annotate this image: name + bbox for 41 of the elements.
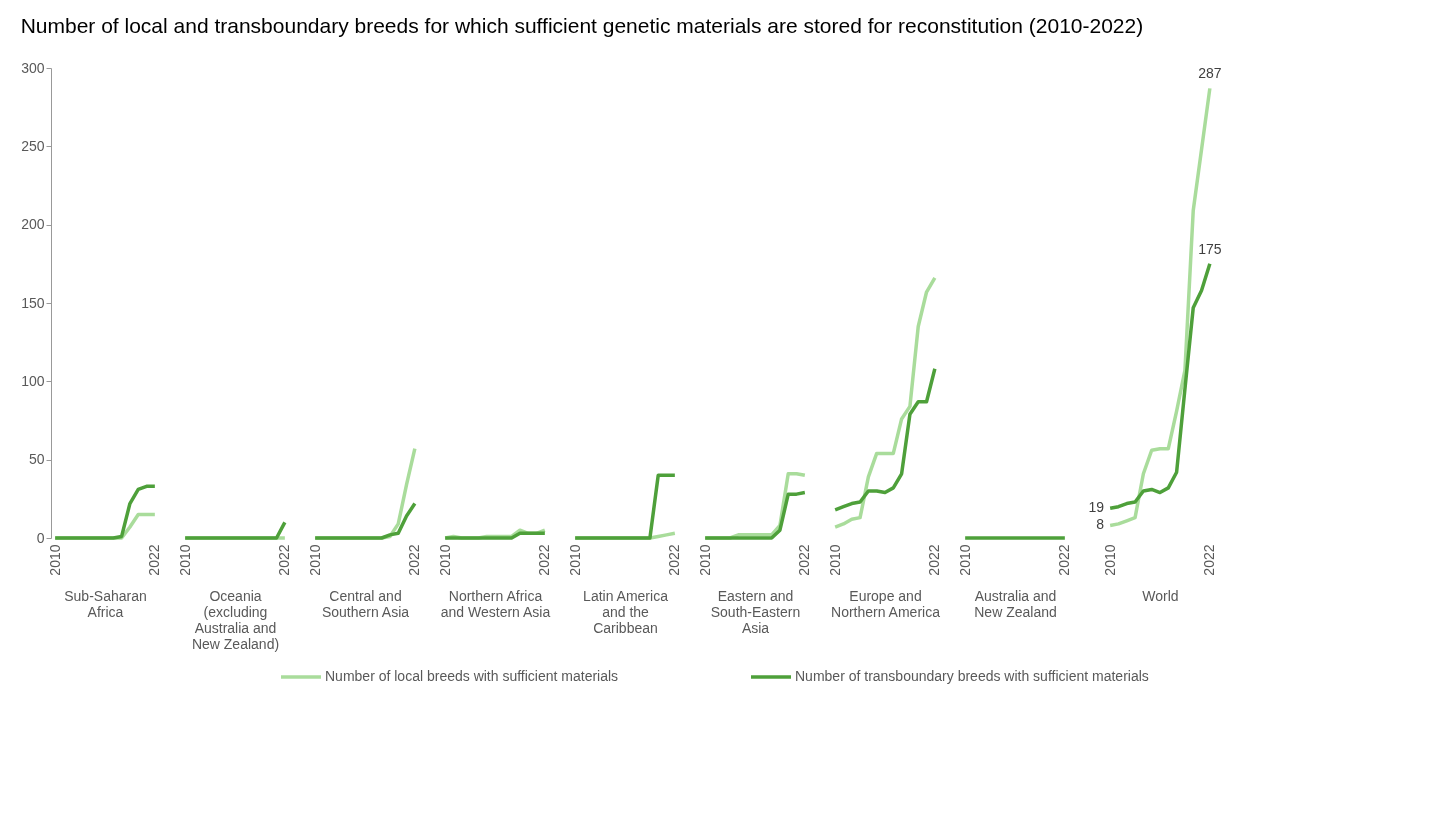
x-axis-title: Northern Africa and Western Asia <box>440 587 551 620</box>
x-axis-title: World <box>1142 587 1179 604</box>
x-tick-label: 2010 <box>436 544 453 576</box>
x-tick-label: 2010 <box>306 544 323 576</box>
legend-label: Number of local breeds with sufficient materials <box>325 668 619 684</box>
x-tick-label: 2010 <box>566 544 583 576</box>
x-axis-title: Australia and New Zealand <box>974 587 1057 620</box>
x-tick-label: 2022 <box>276 544 293 576</box>
x-tick-label: 2010 <box>956 544 973 576</box>
x-axis-title: Oceania (excluding Australia and New Zealand) <box>191 587 280 652</box>
x-tick-label: 2010 <box>696 544 713 576</box>
legend-label: Number of transboundary breeds with sufficient materials <box>795 668 1149 684</box>
x-tick-label: 2022 <box>536 544 553 576</box>
x-tick-label: 2022 <box>926 544 943 576</box>
y-tick-label: 250 <box>21 137 45 154</box>
y-tick-label: 50 <box>28 451 45 468</box>
x-axis-title: Sub-Saharan Africa <box>64 587 147 620</box>
y-tick-label: 100 <box>21 372 45 389</box>
y-tick-label: 200 <box>21 216 45 233</box>
x-tick-label: 2022 <box>796 544 813 576</box>
data-label: 175 <box>1198 240 1222 257</box>
text: Number of local and transboundary breeds for which sufficient genetic materials are stored for reconstitution (2010-2022) <box>20 14 1144 37</box>
x-axis-title: Central and Southern Asia <box>321 587 410 620</box>
x-tick-label: 2022 <box>406 544 423 576</box>
y-tick-label: 150 <box>21 294 45 311</box>
x-tick-label: 2010 <box>176 544 193 576</box>
y-tick-label: 300 <box>21 59 45 76</box>
x-tick-label: 2022 <box>1056 544 1073 576</box>
x-axis-title: Latin America and the Caribbean <box>583 587 669 636</box>
x-tick-label: 2010 <box>826 544 843 576</box>
x-tick-label: 2022 <box>146 544 163 576</box>
y-tick-label: 0 <box>36 529 45 546</box>
x-axis-title: Europe and Northern America <box>831 587 941 620</box>
data-label: 8 <box>1096 516 1105 533</box>
data-label: 19 <box>1088 499 1105 516</box>
x-tick-label: 2022 <box>666 544 683 576</box>
data-label: 287 <box>1198 65 1222 82</box>
x-tick-label: 2010 <box>1101 544 1118 576</box>
x-tick-label: 2022 <box>1201 544 1218 576</box>
x-axis-title: Eastern and South-Eastern Asia <box>710 587 801 636</box>
x-tick-label: 2010 <box>46 544 63 576</box>
